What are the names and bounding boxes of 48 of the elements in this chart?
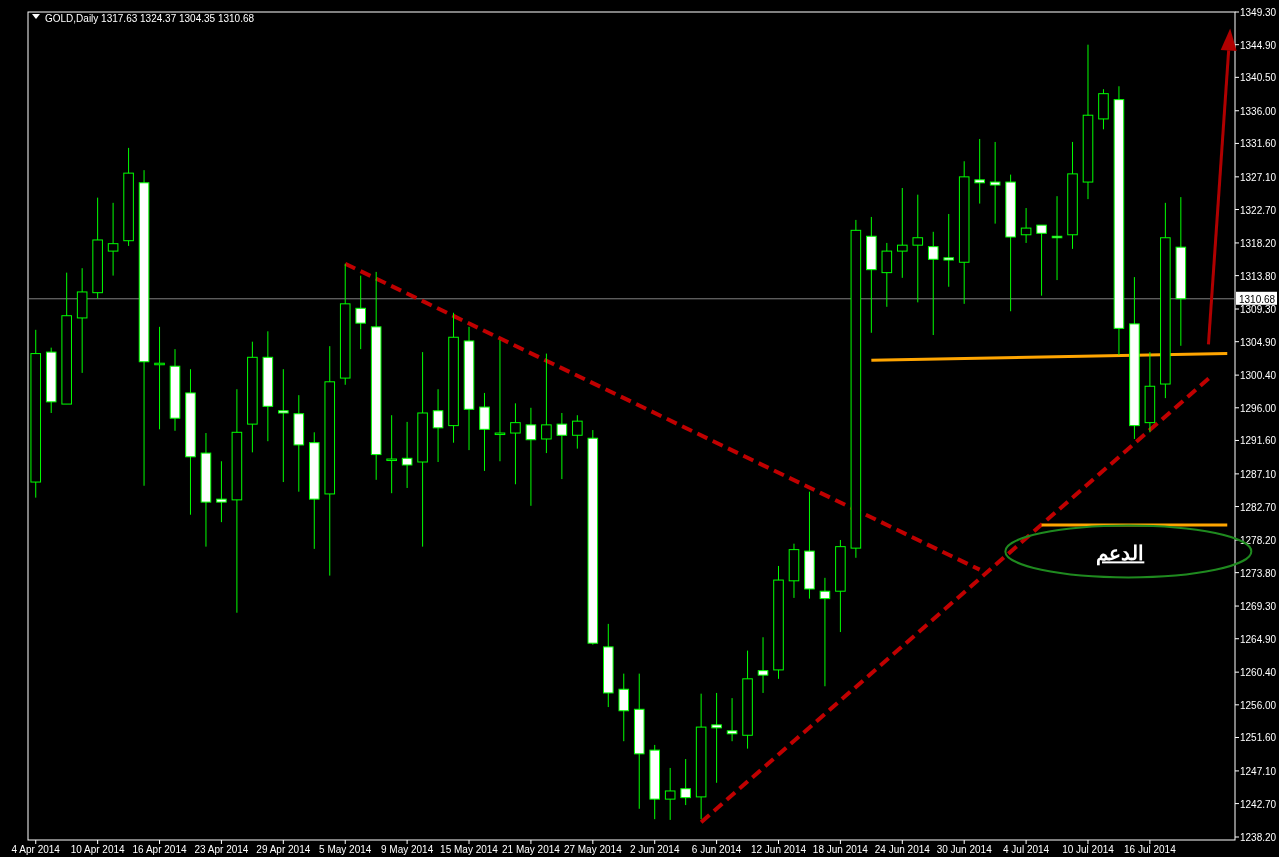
x-tick-label: 16 Jul 2014 (1124, 844, 1177, 855)
x-tick-label: 16 Apr 2014 (132, 844, 187, 855)
x-tick-label: 15 May 2014 (440, 844, 499, 855)
x-tick-label: 27 May 2014 (563, 844, 623, 855)
x-tick-label: 21 May 2014 (502, 844, 561, 855)
y-tick-label: 1318.20 (1240, 237, 1277, 249)
y-tick-label: 1300.40 (1240, 370, 1277, 382)
y-tick-label: 1291.60 (1240, 435, 1277, 447)
x-tick-label: 9 May 2014 (380, 844, 434, 855)
x-tick-label: 30 Jun 2014 (936, 844, 993, 855)
y-tick-label: 1336.00 (1240, 105, 1277, 117)
y-tick-label: 1304.90 (1240, 336, 1277, 348)
y-tick-label: 1251.60 (1240, 732, 1277, 744)
x-tick-label: 6 Jun 2014 (691, 844, 742, 855)
y-tick-label: 1331.60 (1240, 138, 1277, 150)
annotation: الدعم (1096, 542, 1145, 567)
y-tick-label: 1309.30 (1240, 304, 1277, 316)
x-tick-label: 5 May 2014 (319, 844, 372, 855)
y-tick-label: 1273.80 (1240, 567, 1277, 579)
y-tick-label: 1313.80 (1240, 270, 1277, 282)
y-tick-label: 1269.30 (1240, 601, 1277, 613)
x-tick-label: 29 Apr 2014 (256, 844, 311, 855)
x-tick-label: 12 Jun 2014 (750, 844, 807, 855)
y-tick-label: 1242.70 (1240, 798, 1277, 810)
y-tick-label: 1340.50 (1240, 72, 1277, 84)
x-tick-label: 4 Jul 2014 (1003, 844, 1050, 855)
y-tick-label: 1264.90 (1240, 633, 1277, 645)
y-tick-label: 1247.10 (1240, 765, 1277, 777)
y-tick-label: 1287.10 (1240, 468, 1277, 480)
x-tick-label: 23 Apr 2014 (194, 844, 249, 855)
x-tick-label: 4 Apr 2014 (11, 844, 61, 855)
y-tick-label: 1260.40 (1240, 667, 1277, 679)
x-tick-label: 18 Jun 2014 (812, 844, 869, 855)
y-tick-label: 1282.70 (1240, 501, 1277, 513)
y-tick-label: 1349.30 (1240, 7, 1277, 18)
y-tick-label: 1327.10 (1240, 171, 1277, 183)
y-tick-label: 1322.70 (1240, 204, 1277, 216)
y-tick-label: 1256.00 (1240, 699, 1277, 711)
x-tick-label: 10 Jul 2014 (1062, 844, 1115, 855)
y-tick-label: 1278.20 (1240, 534, 1277, 546)
ref-line-label: 1310.68 (1239, 293, 1276, 305)
x-tick-label: 24 Jun 2014 (874, 844, 931, 855)
y-tick-label: 1238.20 (1240, 832, 1277, 843)
y-tick-label: 1296.00 (1240, 402, 1277, 414)
chart-title: GOLD,Daily 1317.63 1324.37 1304.35 1310.68 (45, 13, 255, 24)
x-tick-label: 2 Jun 2014 (629, 844, 680, 855)
y-tick-label: 1344.90 (1240, 39, 1277, 51)
x-tick-label: 10 Apr 2014 (70, 844, 126, 855)
